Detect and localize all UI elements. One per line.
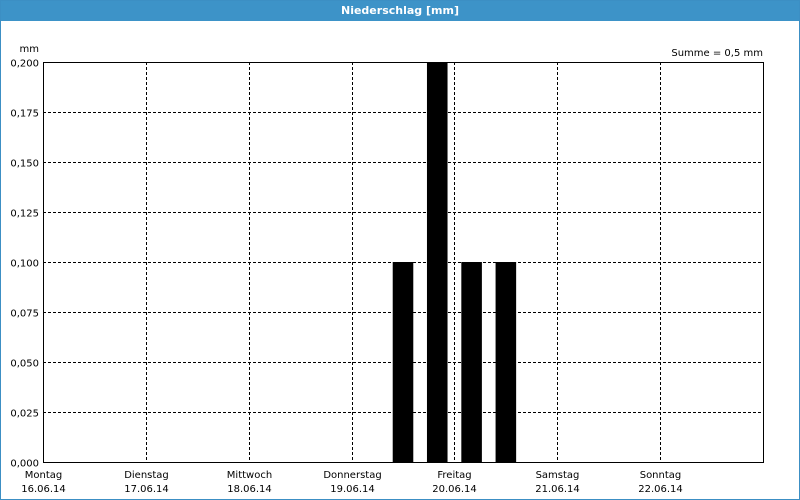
x-tick-weekday: Sonntag [640, 470, 682, 481]
x-tick-date: 20.06.14 [432, 484, 477, 495]
y-tick-label: 0,200 [10, 59, 39, 70]
y-tick-label: 0,025 [10, 409, 39, 420]
x-tick-labels: Montag 16.06.14 Dienstag 17.06.14 Mittwoch 18… [21, 470, 683, 495]
y-tick-label: 0,100 [10, 259, 39, 270]
x-tick-weekday: Mittwoch [227, 470, 272, 481]
x-tick-date: 16.06.14 [21, 484, 66, 495]
x-tick-date: 21.06.14 [535, 484, 580, 495]
grid-layer [43, 62, 763, 462]
x-tick-weekday: Dienstag [124, 470, 169, 481]
bars-layer [392, 62, 517, 462]
x-tick-weekday: Samstag [536, 470, 580, 481]
precipitation-bar [426, 62, 448, 462]
y-tick-labels: 0,000 0,025 0,050 0,075 0,100 0,125 0,150 0,175… [10, 59, 39, 470]
x-tick-weekday: Freitag [437, 470, 471, 481]
sum-label: Summe = 0,5 mm [671, 48, 763, 59]
x-tick-date: 22.06.14 [638, 484, 683, 495]
y-tick-label: 0,125 [10, 209, 39, 220]
window-title: Niederschlag [mm] [1, 1, 799, 21]
x-tick-date: 19.06.14 [330, 484, 375, 495]
y-axis-unit-label: mm [20, 44, 39, 55]
precipitation-bar [495, 262, 517, 462]
precipitation-bar [392, 262, 414, 462]
y-tick-label: 0,175 [10, 109, 39, 120]
x-tick-date: 17.06.14 [124, 484, 169, 495]
x-tick-weekday: Montag [25, 470, 62, 481]
y-tick-label: 0,050 [10, 359, 39, 370]
x-tick-weekday: Donnerstag [323, 470, 381, 481]
x-tick-date: 18.06.14 [227, 484, 272, 495]
y-tick-label: 0,075 [10, 309, 39, 320]
precipitation-bar [461, 262, 482, 462]
plot-frame [43, 62, 764, 463]
y-tick-label: 0,000 [10, 459, 39, 470]
precipitation-chart: 0,000 0,025 0,050 0,075 0,100 0,125 0,150 0,175… [10, 44, 764, 495]
y-tick-label: 0,150 [10, 159, 39, 170]
